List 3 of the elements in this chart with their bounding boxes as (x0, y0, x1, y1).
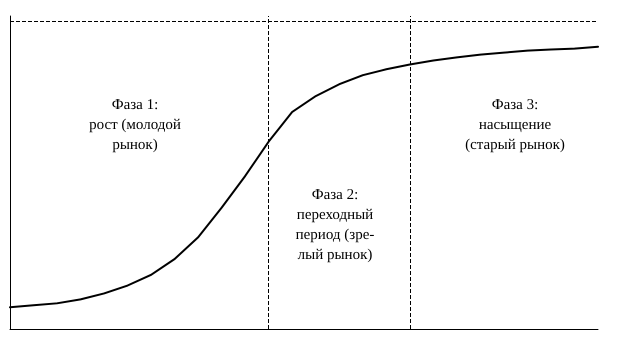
annotation: Фаза 1: рост (молодой рынок) (89, 97, 181, 153)
annotation: Фаза 2: переходный период (зре- лый рынок) (296, 187, 374, 263)
annotation: Фаза 3: насыщение (старый рынок) (465, 97, 565, 153)
